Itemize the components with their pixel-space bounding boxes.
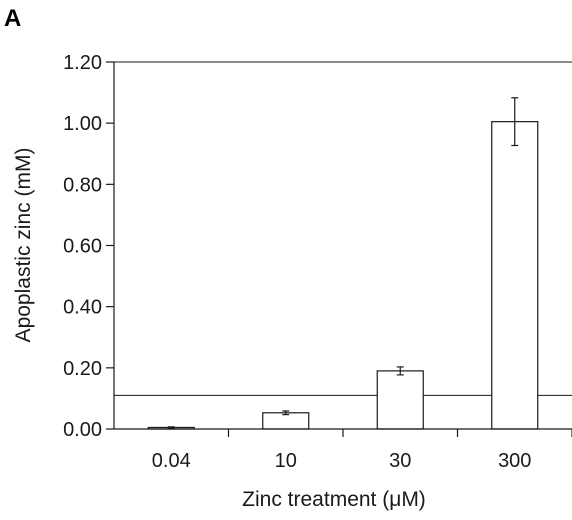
- error-bars: [167, 97, 519, 429]
- x-tick-label: 0.04: [152, 450, 191, 472]
- bar-300: [491, 121, 539, 430]
- bar-30: [376, 370, 424, 430]
- y-tick-label: 0.20: [63, 358, 102, 380]
- panel-label: A: [4, 5, 21, 32]
- y-axis-ticks: 0.00 0.20 0.40 0.60 0.80 1.00 1.20: [63, 52, 114, 441]
- x-axis-ticks: 0.04 10 30 300: [152, 429, 572, 472]
- bars: [147, 121, 539, 430]
- y-axis-title: Apoplastic zinc (mM): [12, 148, 35, 343]
- x-tick-label: 30: [389, 450, 411, 472]
- y-tick-label: 0.00: [63, 419, 102, 441]
- x-axis-title: Zinc treatment (μM): [242, 488, 426, 511]
- x-tick-label: 300: [498, 450, 531, 472]
- y-tick-label: 0.40: [63, 297, 102, 319]
- y-tick-label: 0.60: [63, 236, 102, 258]
- y-tick-label: 0.80: [63, 174, 102, 196]
- y-tick-label: 1.20: [63, 52, 102, 74]
- x-tick-label: 10: [275, 450, 297, 472]
- y-tick-label: 1.00: [63, 113, 102, 135]
